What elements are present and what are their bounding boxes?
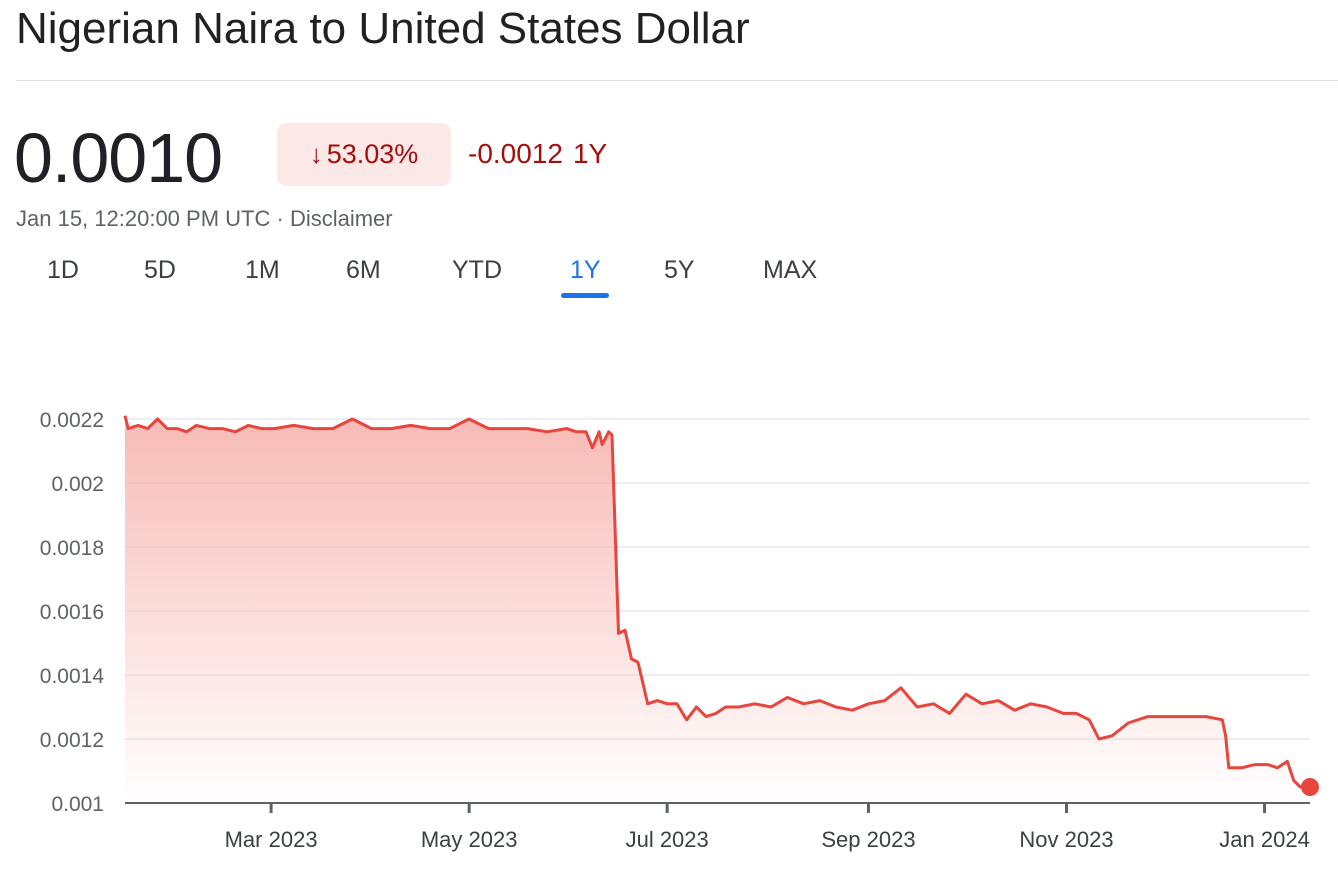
tab-6m[interactable]: 6M [346,256,381,284]
y-tick-label: 0.001 [51,793,104,816]
last-point-marker [1301,778,1319,796]
y-tick-label: 0.0018 [40,537,104,560]
y-axis: 0.0022 0.002 0.0018 0.0016 0.0014 0.0012 0.001 [40,409,105,816]
disclaimer-link[interactable]: Disclaimer [289,206,393,231]
quote-meta: Jan 15, 12:20:00 PM UTC · Disclaimer [16,206,393,232]
y-tick-label: 0.0022 [40,409,104,432]
x-tick-label: Jan 2024 [1219,827,1310,852]
y-tick-label: 0.0016 [40,601,104,624]
current-price: 0.0010 [14,119,223,197]
y-tick-label: 0.0014 [40,665,105,688]
x-tick-label: Sep 2023 [821,827,915,852]
area-fill [125,415,1310,803]
active-tab-indicator [561,293,609,298]
x-axis: Mar 2023 May 2023 Jul 2023 Sep 2023 Nov 2023… [225,803,1310,852]
x-tick-label: Nov 2023 [1019,827,1113,852]
page-title: Nigerian Naira to United States Dollar [16,4,750,53]
change-period: 1Y [572,138,608,169]
tab-5y[interactable]: 5Y [664,256,695,284]
tab-5d[interactable]: 5D [144,256,176,284]
percent-change-value: 53.03% [326,139,419,169]
absolute-change: -0.0012 1Y [468,138,607,170]
arrow-down-icon: ↓ [309,139,323,169]
y-tick-label: 0.002 [51,473,104,496]
exchange-rate-chart[interactable]: 0.0022 0.002 0.0018 0.0016 0.0014 0.0012 0.001… [0,380,1338,878]
x-tick-label: May 2023 [421,827,518,852]
timestamp: Jan 15, 12:20:00 PM UTC [16,206,271,231]
meta-separator: · [276,206,284,231]
percent-change-badge: ↓ 53.03% [277,123,451,186]
x-tick-label: Mar 2023 [225,827,318,852]
tab-1d[interactable]: 1D [47,256,79,284]
tab-ytd[interactable]: YTD [452,256,502,284]
y-tick-label: 0.0012 [40,729,104,752]
tab-max[interactable]: MAX [763,256,818,284]
tab-1m[interactable]: 1M [245,256,280,284]
tab-1y[interactable]: 1Y [570,256,601,284]
header-divider [16,80,1338,81]
series-line [123,415,1310,789]
range-tabs: 1D 5D 1M 6M YTD 1Y 5Y MAX [0,256,900,300]
x-tick-label: Jul 2023 [626,827,709,852]
absolute-change-value: -0.0012 [468,138,563,169]
